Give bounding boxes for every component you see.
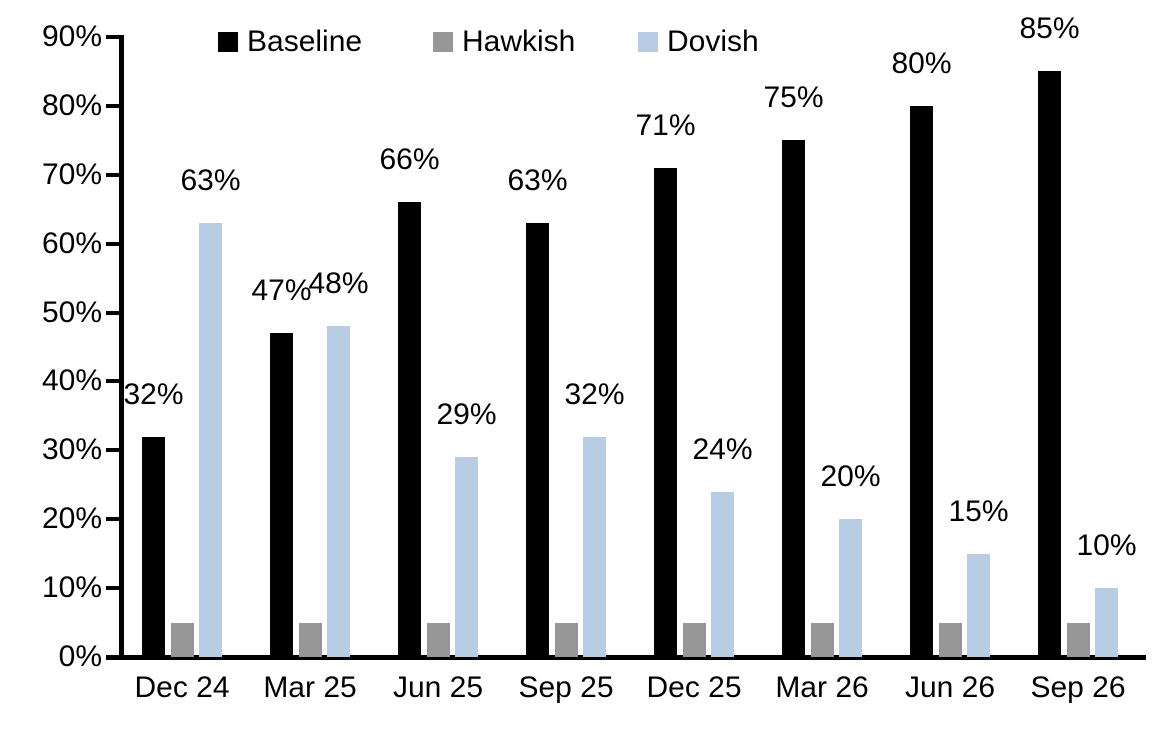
- y-axis-tick-label: 40%: [41, 364, 102, 398]
- y-axis-tick: [106, 310, 119, 315]
- bar-dovish: [839, 519, 862, 657]
- data-label-baseline: 75%: [763, 81, 824, 115]
- y-axis-line: [119, 35, 124, 660]
- y-axis-tick: [106, 379, 119, 384]
- data-label-baseline: 66%: [379, 143, 440, 177]
- bar-hawkish: [426, 622, 450, 657]
- y-axis-tick-label: 0%: [58, 640, 102, 673]
- y-axis-tick-label: 20%: [41, 502, 102, 536]
- bar-dovish: [967, 553, 990, 657]
- data-label-baseline: 47%: [251, 274, 312, 308]
- bar-hawkish: [810, 622, 834, 657]
- chart-legend: Baseline Hawkish Dovish: [0, 24, 1152, 60]
- bar-baseline: [526, 223, 549, 657]
- x-axis-category-label: Jun 25: [392, 671, 484, 704]
- bar-dovish: [711, 491, 734, 657]
- y-axis-tick-label: 50%: [41, 295, 102, 329]
- bar-hawkish: [1066, 622, 1090, 657]
- y-axis-tick: [106, 172, 119, 177]
- x-axis-category-label: Mar 25: [263, 671, 357, 704]
- data-label-dovish: 48%: [308, 267, 369, 301]
- bar-baseline: [398, 202, 421, 657]
- legend-swatch-hawkish: [433, 32, 453, 52]
- bar-baseline: [782, 140, 805, 657]
- data-label-dovish: 29%: [436, 398, 497, 432]
- x-axis-category-label: Dec 24: [134, 671, 230, 704]
- x-axis-category-label: Jun 26: [904, 671, 996, 704]
- y-axis-tick-label: 30%: [41, 433, 102, 467]
- bar-dovish: [583, 436, 606, 657]
- bar-hawkish: [938, 622, 962, 657]
- bar-baseline: [654, 167, 677, 657]
- y-axis-tick: [106, 586, 119, 591]
- data-label-dovish: 20%: [820, 460, 881, 494]
- x-axis-category-label: Dec 25: [646, 671, 742, 704]
- data-label-dovish: 10%: [1076, 529, 1137, 563]
- bar-baseline: [142, 436, 165, 657]
- data-label-dovish: 32%: [564, 377, 625, 411]
- data-label-baseline: 80%: [891, 46, 952, 80]
- y-axis-tick-label: 70%: [41, 157, 102, 191]
- legend-swatch-dovish: [638, 32, 658, 52]
- bar-baseline: [270, 333, 293, 657]
- legend-item-hawkish: Hawkish: [433, 24, 575, 60]
- y-axis-tick-label: 90%: [41, 20, 102, 53]
- bar-dovish: [455, 457, 478, 657]
- x-axis-line: [106, 655, 1146, 660]
- y-axis-tick: [106, 517, 119, 522]
- legend-label: Hawkish: [462, 25, 576, 58]
- y-axis-tick: [106, 448, 119, 453]
- bar-hawkish: [170, 622, 194, 657]
- bar-dovish: [199, 223, 222, 657]
- legend-item-baseline: Baseline: [218, 24, 362, 60]
- y-axis-tick: [106, 655, 119, 659]
- legend-item-dovish: Dovish: [638, 24, 759, 60]
- data-label-dovish: 63%: [180, 164, 241, 197]
- bar-baseline: [1038, 71, 1061, 657]
- x-axis-category-label: Sep 25: [518, 671, 614, 704]
- data-label-baseline: 32%: [123, 377, 184, 411]
- data-label-baseline: 63%: [507, 164, 568, 197]
- legend-swatch-baseline: [218, 32, 238, 52]
- legend-label: Dovish: [667, 25, 759, 58]
- bar-hawkish: [298, 622, 322, 657]
- data-label-baseline: 71%: [635, 108, 696, 142]
- y-axis-tick-label: 80%: [41, 88, 102, 122]
- legend-label: Baseline: [247, 25, 363, 58]
- y-axis-tick-label: 60%: [41, 226, 102, 260]
- y-axis-tick: [106, 35, 119, 39]
- bar-hawkish: [682, 622, 706, 657]
- y-axis-tick-label: 10%: [41, 571, 102, 605]
- bar-dovish: [1095, 588, 1118, 657]
- bar-hawkish: [554, 622, 578, 657]
- data-label-dovish: 24%: [692, 432, 753, 466]
- y-axis-tick: [106, 103, 119, 108]
- data-label-dovish: 15%: [948, 494, 1009, 528]
- bar-dovish: [327, 326, 350, 657]
- x-axis-category-label: Mar 26: [775, 671, 869, 704]
- bar-baseline: [910, 105, 933, 657]
- y-axis-tick: [106, 241, 119, 246]
- data-label-baseline: 85%: [1019, 12, 1080, 46]
- x-axis-category-label: Sep 26: [1030, 671, 1126, 704]
